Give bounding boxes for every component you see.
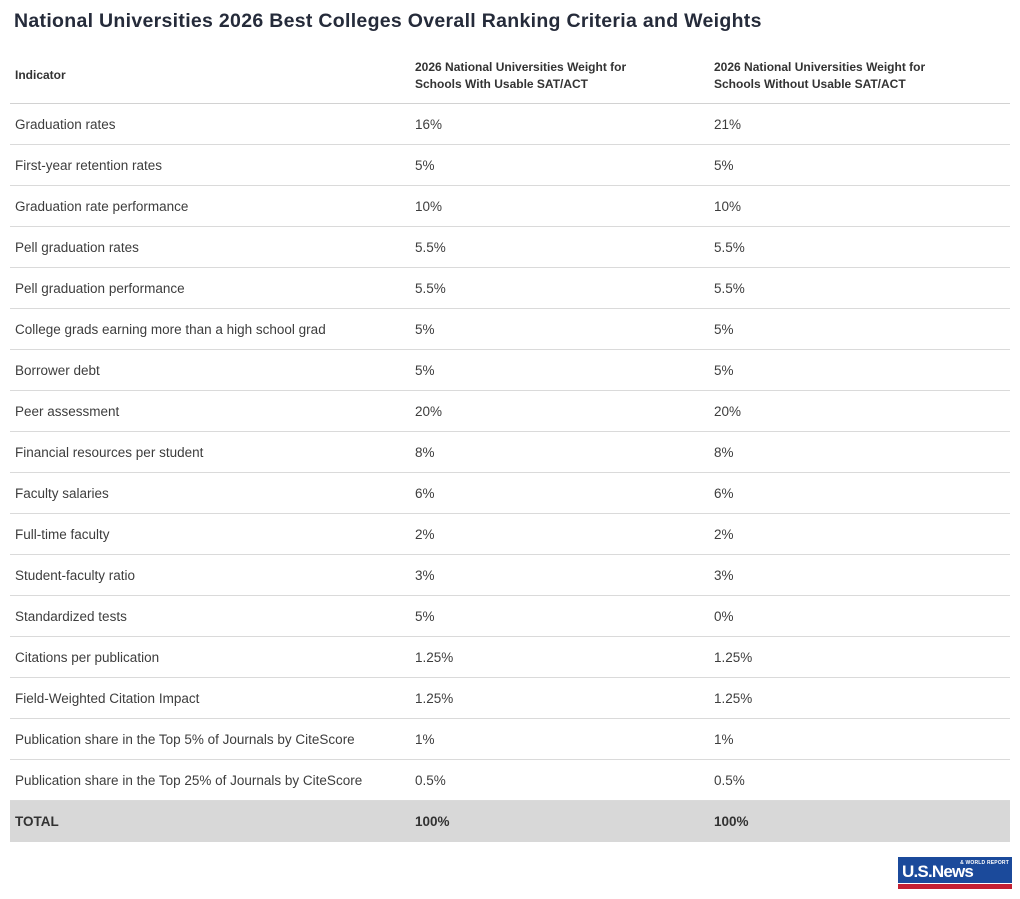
weight-with-sat-cell: 6%: [415, 485, 435, 501]
table-row: Student-faculty ratio 3% 3%: [10, 555, 1010, 596]
weight-with-sat-cell: 1.25%: [415, 690, 454, 706]
table-total-row: TOTAL 100% 100%: [10, 801, 1010, 842]
logo-red-bar: [898, 884, 1012, 889]
weight-without-sat-cell: 21%: [714, 116, 742, 132]
table-row: Borrower debt 5% 5%: [10, 350, 1010, 391]
weight-with-sat-cell: 10%: [415, 198, 443, 214]
table-body: Graduation rates 16% 21% First-year rete…: [10, 104, 1010, 801]
total-label: TOTAL: [15, 814, 59, 829]
weight-without-sat-cell: 1.25%: [714, 690, 753, 706]
weight-without-sat-cell: 0%: [714, 608, 734, 624]
table-row: Publication share in the Top 5% of Journ…: [10, 719, 1010, 760]
weight-with-sat-cell: 5%: [415, 608, 435, 624]
weight-without-sat-cell: 5%: [714, 321, 734, 337]
weight-with-sat-cell: 2%: [415, 526, 435, 542]
weight-without-sat-cell: 6%: [714, 485, 734, 501]
weight-with-sat-cell: 1.25%: [415, 649, 454, 665]
table-row: Faculty salaries 6% 6%: [10, 473, 1010, 514]
weight-with-sat-cell: 0.5%: [415, 772, 446, 788]
weight-without-sat-cell: 1.25%: [714, 649, 753, 665]
indicator-cell: Financial resources per student: [15, 444, 204, 460]
table-row: Citations per publication 1.25% 1.25%: [10, 637, 1010, 678]
weight-with-sat-cell: 5%: [415, 157, 435, 173]
column-header-label: Indicator: [15, 68, 66, 83]
total-weight-with-sat: 100%: [415, 814, 450, 829]
table-row: Publication share in the Top 25% of Jour…: [10, 760, 1010, 801]
total-weight-without-sat: 100%: [714, 814, 749, 829]
table-header-row: Indicator 2026 National Universities Wei…: [10, 48, 1010, 104]
weight-with-sat-cell: 8%: [415, 444, 435, 460]
indicator-cell: Graduation rate performance: [15, 198, 189, 214]
indicator-cell: Citations per publication: [15, 649, 160, 665]
weight-without-sat-cell: 10%: [714, 198, 742, 214]
indicator-cell: Full-time faculty: [15, 526, 110, 542]
table-row: First-year retention rates 5% 5%: [10, 145, 1010, 186]
weight-with-sat-cell: 5.5%: [415, 280, 446, 296]
weight-without-sat-cell: 8%: [714, 444, 734, 460]
weight-without-sat-cell: 3%: [714, 567, 734, 583]
usnews-logo-box: & WORLD REPORT U.S.News: [898, 857, 1012, 883]
indicator-cell: Standardized tests: [15, 608, 127, 624]
weight-with-sat-cell: 16%: [415, 116, 443, 132]
indicator-cell: Graduation rates: [15, 116, 116, 132]
weight-without-sat-cell: 5.5%: [714, 239, 745, 255]
indicator-cell: Peer assessment: [15, 403, 120, 419]
usnews-logo-tagline: & WORLD REPORT: [960, 860, 1009, 866]
weight-with-sat-cell: 5%: [415, 362, 435, 378]
indicator-cell: Borrower debt: [15, 362, 100, 378]
table-row: Financial resources per student 8% 8%: [10, 432, 1010, 473]
column-header-label: 2026 National Universities Weight for Sc…: [714, 59, 926, 91]
indicator-cell: Pell graduation rates: [15, 239, 139, 255]
indicator-cell: Student-faculty ratio: [15, 567, 136, 583]
table-row: Pell graduation rates 5.5% 5.5%: [10, 227, 1010, 268]
weight-without-sat-cell: 5%: [714, 157, 734, 173]
weight-with-sat-cell: 20%: [415, 403, 443, 419]
table-row: Pell graduation performance 5.5% 5.5%: [10, 268, 1010, 309]
indicator-cell: Publication share in the Top 5% of Journ…: [15, 731, 355, 747]
table-row: College grads earning more than a high s…: [10, 309, 1010, 350]
column-header-weight-with-sat: 2026 National Universities Weight for Sc…: [415, 59, 714, 93]
indicator-cell: Field-Weighted Citation Impact: [15, 690, 200, 706]
weight-without-sat-cell: 1%: [714, 731, 734, 747]
column-header-label: 2026 National Universities Weight for Sc…: [415, 59, 627, 91]
usnews-logo: & WORLD REPORT U.S.News: [898, 857, 1012, 889]
indicator-cell: College grads earning more than a high s…: [15, 321, 326, 337]
indicator-cell: Pell graduation performance: [15, 280, 185, 296]
weight-without-sat-cell: 5%: [714, 362, 734, 378]
weight-without-sat-cell: 2%: [714, 526, 734, 542]
column-header-indicator: Indicator: [10, 67, 415, 84]
weight-without-sat-cell: 5.5%: [714, 280, 745, 296]
page-title: National Universities 2026 Best Colleges…: [14, 10, 762, 32]
indicator-cell: First-year retention rates: [15, 157, 163, 173]
indicator-cell: Publication share in the Top 25% of Jour…: [15, 772, 363, 788]
weight-with-sat-cell: 3%: [415, 567, 435, 583]
weight-with-sat-cell: 1%: [415, 731, 435, 747]
ranking-weights-table: Indicator 2026 National Universities Wei…: [10, 48, 1010, 842]
column-header-weight-without-sat: 2026 National Universities Weight for Sc…: [714, 59, 1010, 93]
weight-with-sat-cell: 5%: [415, 321, 435, 337]
table-row: Peer assessment 20% 20%: [10, 391, 1010, 432]
table-row: Field-Weighted Citation Impact 1.25% 1.2…: [10, 678, 1010, 719]
table-row: Standardized tests 5% 0%: [10, 596, 1010, 637]
table-row: Graduation rate performance 10% 10%: [10, 186, 1010, 227]
table-row: Full-time faculty 2% 2%: [10, 514, 1010, 555]
weight-with-sat-cell: 5.5%: [415, 239, 446, 255]
indicator-cell: Faculty salaries: [15, 485, 109, 501]
usnews-logo-wordmark: U.S.News: [902, 862, 974, 881]
weight-without-sat-cell: 20%: [714, 403, 742, 419]
weight-without-sat-cell: 0.5%: [714, 772, 745, 788]
table-row: Graduation rates 16% 21%: [10, 104, 1010, 145]
